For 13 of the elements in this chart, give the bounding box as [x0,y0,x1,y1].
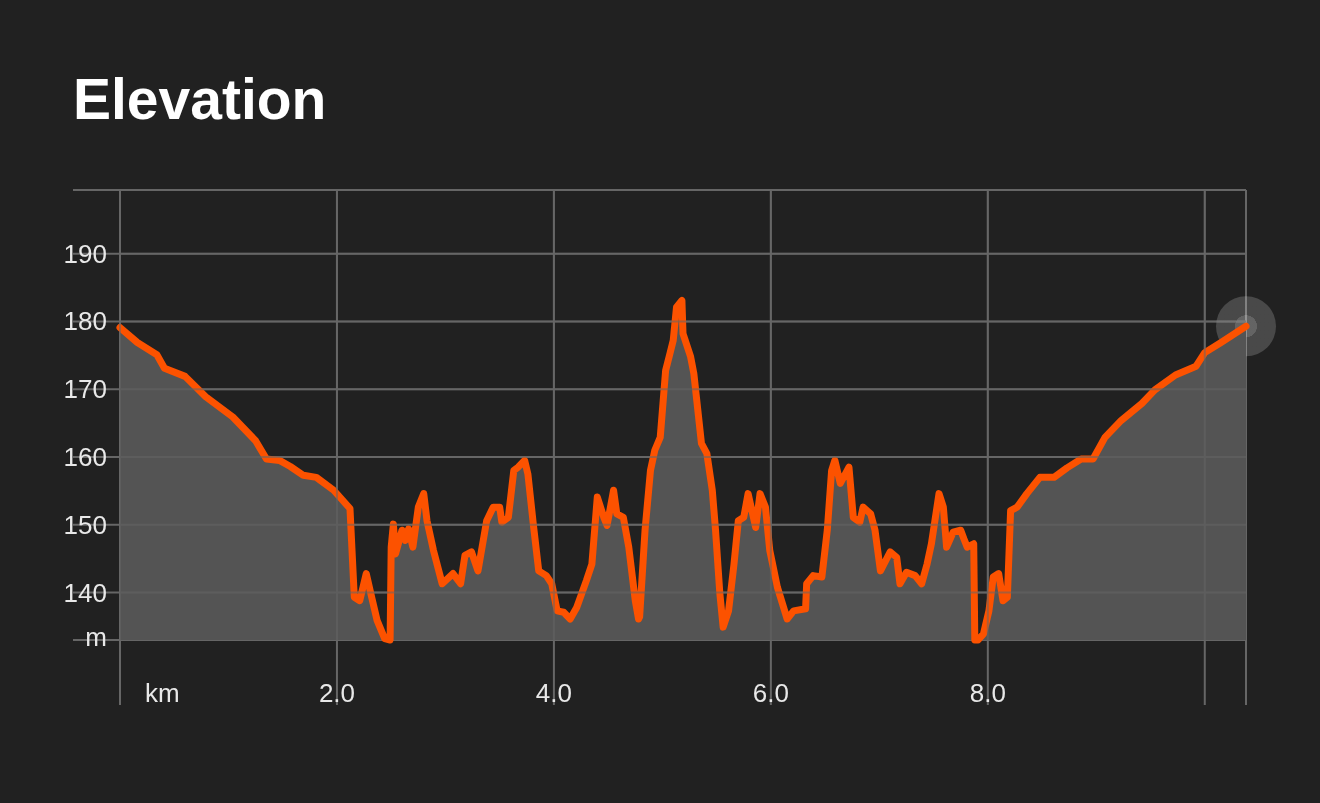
y-tick-label: 150 [63,509,107,540]
x-tick-label: 4.0 [535,678,572,708]
y-tick-label: 170 [63,374,107,405]
y-tick-label: 160 [63,442,107,473]
chart-title: Elevation [73,67,327,131]
y-axis-title: m [85,622,107,652]
y-tick-label: 180 [63,306,107,337]
x-tick-label: 8.0 [969,678,1006,708]
y-tick-label: 190 [63,238,107,269]
x-tick-label: 6.0 [752,678,789,708]
y-tick-label: 140 [63,577,107,608]
x-axis-title: km [145,678,180,708]
x-tick-label: 2.0 [318,678,356,708]
